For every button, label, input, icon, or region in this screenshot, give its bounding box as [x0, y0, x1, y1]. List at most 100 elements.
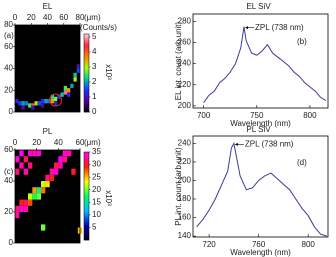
map-cell — [23, 199, 28, 206]
colorbar-swatch — [84, 226, 89, 230]
colorbar-tick-label: 1 — [92, 92, 97, 101]
map-cell — [58, 156, 63, 163]
annotation-arrowhead — [234, 142, 238, 146]
colorbar-swatch — [84, 237, 89, 241]
colorbar-swatch — [84, 86, 89, 89]
map-cell — [44, 98, 48, 104]
colorbar-label: (Counts/s) — [80, 23, 117, 32]
x-tick-label: 20 — [27, 13, 36, 22]
colorbar-tick-label: 4 — [92, 47, 97, 56]
map-cell — [67, 150, 72, 157]
map-cell — [21, 105, 25, 110]
panel-label: (c) — [4, 167, 14, 176]
x-tick-label: 800 — [302, 240, 316, 249]
plot-frame — [192, 13, 329, 109]
map-cell — [19, 162, 24, 169]
x-tick-label: 0 — [13, 138, 18, 147]
colorbar-swatch — [84, 73, 89, 76]
map-cell — [57, 94, 61, 99]
map-cell — [19, 205, 24, 212]
colorbar-swatch — [84, 65, 89, 68]
map-cell — [67, 92, 71, 97]
colorbar-swatch — [84, 182, 89, 186]
colorbar-swatch — [84, 100, 89, 103]
y-tick-label: 260 — [178, 38, 192, 47]
colorbar-swatch — [84, 171, 89, 175]
x-tick-label: 800 — [303, 111, 317, 120]
axis-unit: (μm) — [84, 13, 101, 22]
colorbar-multiplier: x10³ — [104, 190, 113, 206]
map-cell — [21, 101, 25, 106]
map-cell — [41, 103, 45, 108]
colorbar-swatch — [84, 207, 89, 210]
colorbar-swatch — [84, 82, 89, 85]
map-cell — [23, 205, 28, 212]
map-cell — [49, 168, 54, 175]
axis-title: EL — [43, 2, 53, 11]
colorbar-swatch — [84, 152, 89, 155]
spectrum-line — [196, 141, 327, 237]
highlight-circle — [49, 93, 63, 107]
colorbar-tick-label: 20 — [92, 185, 101, 194]
y-axis-label: EL int. count (arb.unit) — [174, 21, 183, 100]
colorbar-swatch — [84, 35, 89, 39]
colorbar-tick-label: 5 — [92, 32, 97, 41]
colorbar-swatch — [84, 187, 89, 190]
colorbar-swatch — [84, 90, 89, 93]
y-tick-label: 240 — [178, 139, 192, 148]
map-cell — [36, 187, 41, 194]
map-cell — [60, 92, 64, 97]
colorbar-swatch — [84, 158, 89, 162]
map-cell — [36, 150, 41, 157]
map-cell — [36, 193, 41, 200]
map-cell — [37, 101, 41, 106]
map-background — [15, 25, 80, 112]
map-cell — [15, 212, 20, 219]
colorbar-frame — [83, 33, 90, 113]
colorbar-swatch — [84, 154, 89, 157]
colorbar-swatch — [84, 69, 89, 72]
colorbar-swatch — [84, 193, 89, 197]
colorbar-swatch — [84, 178, 89, 181]
colorbar-swatch — [84, 61, 89, 64]
map-cell — [32, 187, 37, 194]
colorbar-swatch — [84, 92, 89, 95]
map-cell — [41, 224, 46, 231]
map-cell — [62, 150, 67, 157]
colorbar-tick-label: 3 — [92, 62, 97, 71]
y-tick-label: 80 — [4, 20, 13, 29]
colorbar-swatch — [84, 71, 89, 74]
colorbar-swatch — [84, 220, 89, 223]
colorbar-swatch — [84, 160, 89, 164]
map-cell — [58, 162, 63, 169]
map-cell — [73, 72, 77, 78]
colorbar-swatch — [84, 165, 89, 168]
map-cell — [50, 98, 54, 104]
map-cell — [28, 150, 33, 157]
plot-frame — [192, 135, 329, 238]
colorbar-swatch — [84, 167, 89, 170]
map-cell — [54, 162, 59, 169]
annotation: ZPL (738 nm) — [245, 140, 294, 149]
annotation: ZPL (738 nm) — [255, 23, 304, 32]
y-tick-label: 0 — [9, 238, 14, 247]
y-tick-label: 60 — [4, 145, 13, 154]
colorbar-swatch — [84, 218, 89, 221]
colorbar-swatch — [84, 110, 89, 113]
y-tick-label: 180 — [178, 194, 192, 203]
y-tick-label: 220 — [178, 157, 192, 166]
y-tick-label: 20 — [4, 207, 13, 216]
map-cell — [31, 105, 35, 110]
colorbar-swatch — [84, 180, 89, 184]
y-axis-label: PL int. count (arb.unit) — [174, 147, 183, 226]
colorbar-swatch — [84, 37, 89, 41]
colorbar-swatch — [84, 209, 89, 212]
colorbar-swatch — [84, 43, 89, 46]
map-cell — [70, 83, 74, 89]
colorbar-swatch — [84, 76, 89, 80]
map-cell — [41, 187, 46, 194]
annotation-arrowhead — [245, 26, 249, 30]
y-tick-label: 200 — [178, 101, 192, 110]
y-tick-label: 0 — [9, 107, 14, 116]
colorbar-swatch — [84, 80, 89, 84]
